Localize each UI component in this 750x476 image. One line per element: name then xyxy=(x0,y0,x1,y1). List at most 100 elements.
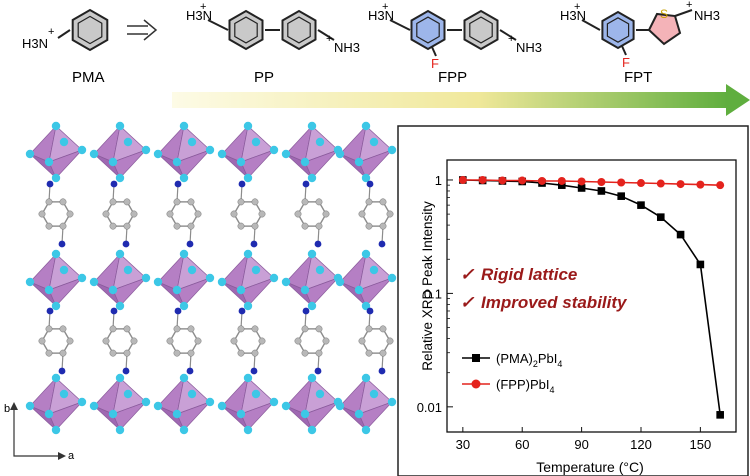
nitrogen-atom xyxy=(366,307,374,315)
nitrogen-atom xyxy=(238,307,246,315)
carbon-atom xyxy=(237,222,245,230)
nitrogen-atom xyxy=(110,180,118,188)
carbon-atom xyxy=(109,349,117,357)
nitrogen-atom xyxy=(186,367,194,375)
nitrogen-atom xyxy=(250,240,258,248)
iodine-atom xyxy=(187,265,197,275)
data-point xyxy=(538,176,547,185)
carbon-atom xyxy=(45,349,53,357)
iodine-atom xyxy=(307,249,317,259)
axis-a-label: a xyxy=(68,450,75,462)
iodine-atom xyxy=(44,285,54,295)
iodine-atom xyxy=(108,157,118,167)
carbon-atom xyxy=(45,198,53,206)
data-point xyxy=(696,180,705,189)
carbon-atom xyxy=(358,337,366,345)
iodine-atom xyxy=(205,273,215,283)
iodine-atom xyxy=(269,145,279,155)
iodine-atom xyxy=(300,409,310,419)
carbon-atom xyxy=(294,210,302,218)
carbon-atom xyxy=(123,325,131,333)
iodine-atom xyxy=(179,301,189,311)
carbon-atom xyxy=(230,210,238,218)
iodine-atom xyxy=(115,301,125,311)
iodine-atom xyxy=(315,137,325,147)
crystal-structure xyxy=(25,121,397,435)
ammonium-label: H3N xyxy=(22,36,48,51)
pbi6-octahedron xyxy=(335,121,397,183)
carbon-atom xyxy=(187,349,195,357)
organic-cation xyxy=(230,307,266,375)
carbon-atom xyxy=(251,222,259,230)
iodine-atom xyxy=(361,373,371,383)
nitrogen-atom xyxy=(46,180,54,188)
iodine-atom xyxy=(243,173,253,183)
carbon-atom xyxy=(173,325,181,333)
benzene-ring xyxy=(71,8,109,52)
iodine-atom xyxy=(236,157,246,167)
y-tick-label: 0.01 xyxy=(417,400,442,415)
carbon-atom xyxy=(59,349,67,357)
fluorinated-benzene-ring xyxy=(410,9,446,51)
iodine-atom xyxy=(187,389,197,399)
carbon-atom xyxy=(102,210,110,218)
iodine-atom xyxy=(51,173,61,183)
carbon-atom xyxy=(123,349,131,357)
pbi6-octahedron xyxy=(89,373,151,435)
carbon-atom xyxy=(301,325,309,333)
iodine-atom xyxy=(115,121,125,131)
nitrogen-atom xyxy=(314,367,322,375)
x-tick-label: 150 xyxy=(690,437,712,452)
data-point xyxy=(518,176,527,185)
iodine-atom xyxy=(315,265,325,275)
thiophene-ring xyxy=(647,12,682,46)
nitrogen-atom xyxy=(238,180,246,188)
iodine-atom xyxy=(141,273,151,283)
iodine-atom xyxy=(315,389,325,399)
pbi6-octahedron xyxy=(217,249,279,311)
plot-area: 30 60 90 120 150 0.01 0.1 1 xyxy=(417,159,737,452)
carbon-atom xyxy=(109,325,117,333)
iodine-atom xyxy=(243,121,253,131)
iodine-atom xyxy=(307,373,317,383)
carbon-atom xyxy=(322,210,330,218)
iodine-atom xyxy=(361,173,371,183)
iodine-atom xyxy=(243,249,253,259)
fluorine-label: F xyxy=(431,56,439,71)
organic-cation xyxy=(38,180,74,248)
iodine-atom xyxy=(300,285,310,295)
iodine-atom xyxy=(51,121,61,131)
carbon-atom xyxy=(130,337,138,345)
carbon-atom xyxy=(386,337,394,345)
iodine-atom xyxy=(44,157,54,167)
iodine-atom xyxy=(179,425,189,435)
nitrogen-atom xyxy=(366,180,374,188)
carbon-atom xyxy=(194,337,202,345)
carbon-atom xyxy=(365,325,373,333)
carbon-atom xyxy=(66,210,74,218)
carbon-atom xyxy=(109,198,117,206)
carbon-atom xyxy=(173,349,181,357)
data-point xyxy=(617,178,626,187)
pbi6-octahedron xyxy=(25,121,87,183)
iodine-atom xyxy=(387,397,397,407)
carbon-atom xyxy=(123,198,131,206)
data-point xyxy=(676,180,685,189)
annotation-improved-stability: ✓ Improved stability xyxy=(460,293,628,312)
iodine-atom xyxy=(361,301,371,311)
carbon-atom xyxy=(322,337,330,345)
iodine-atom xyxy=(179,249,189,259)
iodine-atom xyxy=(354,157,364,167)
iodine-atom xyxy=(205,145,215,155)
molecule-label-fpt: FPT xyxy=(624,69,652,86)
carbon-atom xyxy=(301,222,309,230)
carbon-atom xyxy=(123,222,131,230)
x-tick-label: 90 xyxy=(574,437,588,452)
iodine-atom xyxy=(172,157,182,167)
carbon-atom xyxy=(365,349,373,357)
iodine-atom xyxy=(153,401,163,411)
organic-cation xyxy=(102,180,138,248)
charge-symbol: + xyxy=(48,26,54,38)
organic-cation xyxy=(358,180,394,248)
iodine-atom xyxy=(153,277,163,287)
